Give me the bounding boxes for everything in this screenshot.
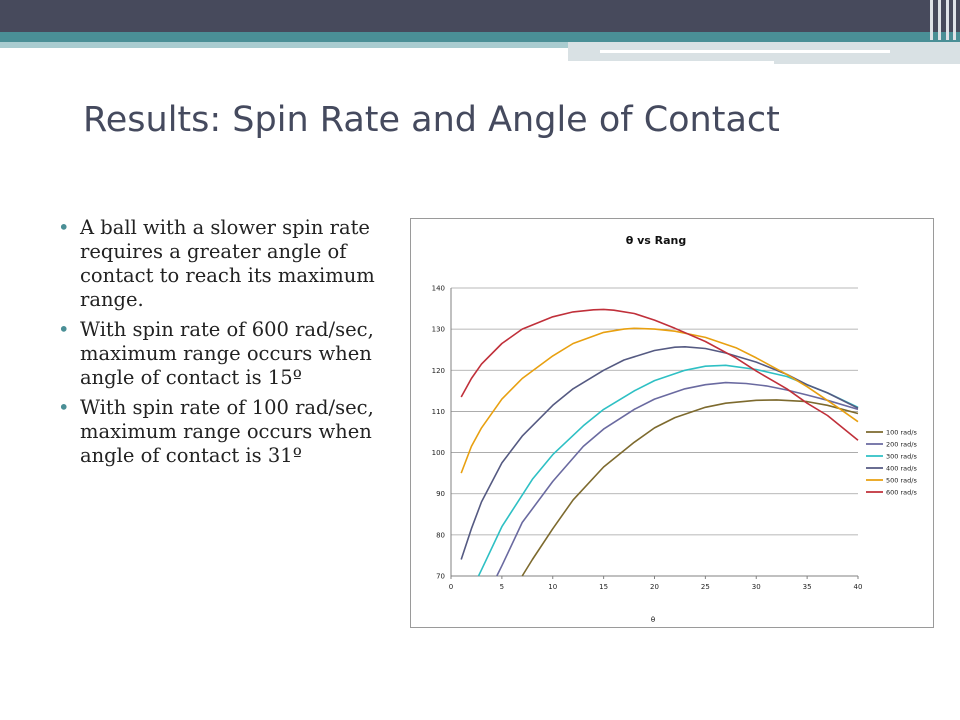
legend-label: 400 rad/s: [886, 465, 917, 473]
chart-grid: [451, 287, 858, 536]
chart-legend: 100 rad/s 200 rad/s 300 rad/s 400 rad/s 500 …: [866, 429, 917, 497]
x-tick-label: 5: [500, 583, 504, 591]
x-tick-label: 25: [701, 583, 710, 591]
slide-accent-band-light: [0, 42, 568, 48]
y-tick-label: 140: [432, 285, 445, 293]
series-line: [477, 364, 859, 577]
y-tick-label: 80: [436, 531, 445, 539]
decorative-vertical-line: [938, 0, 941, 40]
decorative-line: [600, 50, 890, 53]
bullet-text: A ball with a slower spin rate requires …: [80, 216, 375, 311]
slide-accent-band: [0, 32, 960, 42]
decorative-vertical-line: [946, 0, 949, 40]
slide-accent-band-grey: [568, 42, 960, 64]
decorative-vertical-line: [953, 0, 956, 40]
series-line: [496, 381, 859, 577]
x-tick-label: 40: [854, 583, 863, 591]
x-tick-label: 0: [449, 583, 453, 591]
slide-title: Results: Spin Rate and Angle of Contact: [83, 100, 780, 140]
bullet-item: • A ball with a slower spin rate requires…: [58, 216, 393, 312]
bullet-dot: •: [58, 396, 70, 419]
y-tick-label: 90: [436, 490, 445, 498]
y-tick-label: 130: [432, 326, 445, 334]
series-line: [460, 308, 859, 441]
y-tick-label: 100: [432, 449, 445, 457]
slide-top-bar: [0, 0, 960, 32]
bullet-list: • A ball with a slower spin rate requires…: [58, 216, 393, 474]
bullet-item: • With spin rate of 100 rad/sec, maximum …: [58, 396, 393, 468]
legend-label: 200 rad/s: [886, 441, 917, 449]
chart-axes: 70 80 90 100 110 120 130 140 0 5 10 15 20 25 30 35 40: [432, 285, 863, 592]
x-tick-label: 15: [599, 583, 608, 591]
decorative-vertical-line: [930, 0, 933, 40]
x-axis-label: θ: [651, 616, 655, 624]
legend-label: 500 rad/s: [886, 477, 917, 485]
series-line: [521, 399, 859, 577]
bullet-text: With spin rate of 100 rad/sec, maximum r…: [80, 396, 374, 467]
legend-label: 600 rad/s: [886, 489, 917, 497]
bullet-dot: •: [58, 216, 70, 239]
legend-label: 300 rad/s: [886, 453, 917, 461]
x-tick-label: 35: [803, 583, 812, 591]
x-tick-label: 30: [752, 583, 761, 591]
series-line: [460, 327, 859, 474]
legend-label: 100 rad/s: [886, 429, 917, 437]
decorative-line: [568, 61, 774, 64]
bullet-item: • With spin rate of 600 rad/sec, maximum …: [58, 318, 393, 390]
chart-series: [460, 308, 859, 577]
bullet-text: With spin rate of 600 rad/sec, maximum r…: [80, 318, 374, 389]
line-chart: θ vs Rang θ 70 80 90 100 110 120 130 140 0 5 10 15 2…: [432, 234, 918, 624]
x-tick-label: 10: [548, 583, 557, 591]
chart-title: θ vs Rang: [626, 234, 687, 247]
bullet-dot: •: [58, 318, 70, 341]
y-tick-label: 110: [432, 408, 445, 416]
chart-frame: θ vs Rang θ 70 80 90 100 110 120 130 140 0 5 10 15 2…: [410, 218, 934, 628]
y-tick-label: 120: [432, 367, 445, 375]
y-tick-label: 70: [436, 573, 445, 581]
x-tick-label: 20: [650, 583, 659, 591]
